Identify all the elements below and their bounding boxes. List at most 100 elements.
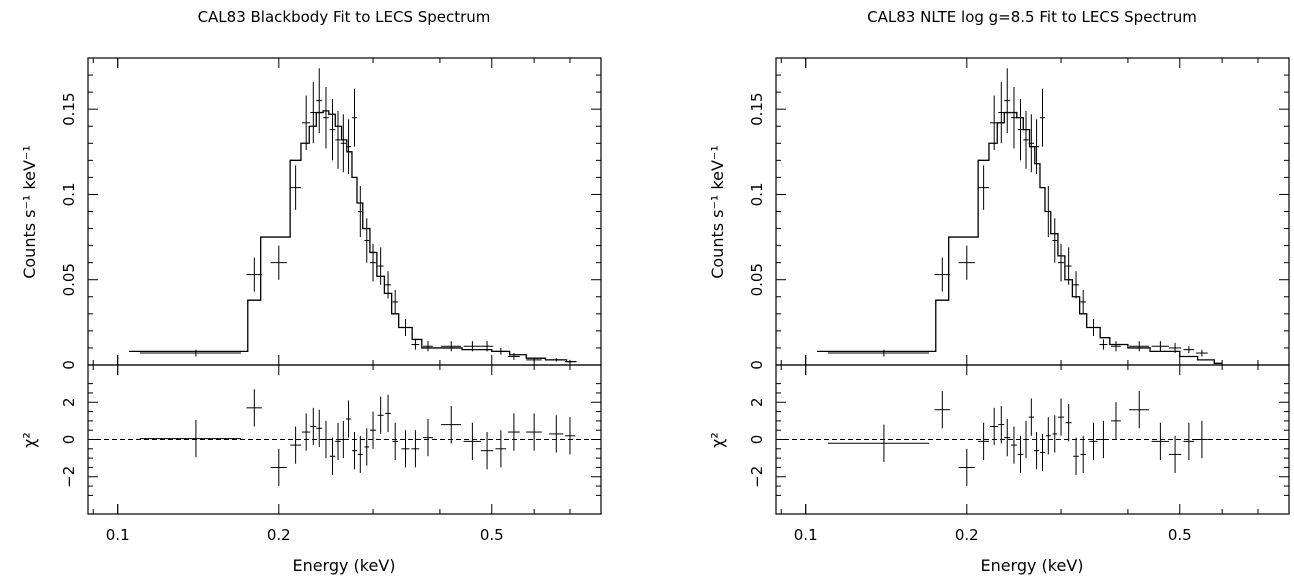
residual-point xyxy=(1011,426,1017,464)
x-tick-label: 0.1 xyxy=(794,526,818,544)
data-point xyxy=(357,185,363,238)
residual-point xyxy=(1099,420,1108,459)
x-axis-label-left: Energy (keV) xyxy=(292,556,395,575)
y-axis-label-chi2-right: χ² xyxy=(708,432,727,448)
residual-point xyxy=(392,422,398,460)
data-point xyxy=(411,339,420,350)
panel-left: CAL83 Blackbody Fit to LECS Spectrum Cou… xyxy=(20,8,602,575)
data-point xyxy=(335,110,341,169)
y-tick-label: 0 xyxy=(748,360,766,370)
data-point xyxy=(329,98,336,161)
residual-point xyxy=(1129,391,1149,429)
residual-point xyxy=(1004,419,1011,457)
data-point xyxy=(990,95,999,151)
data-point xyxy=(998,81,1005,144)
x-tick-label: 0.5 xyxy=(480,526,504,544)
residual-point xyxy=(411,430,420,468)
residual-point xyxy=(1111,402,1121,440)
residual-point xyxy=(441,405,461,444)
residual-point xyxy=(1039,433,1046,472)
residual-point xyxy=(1017,435,1024,474)
data-point xyxy=(1089,318,1098,337)
residual-point xyxy=(1089,422,1098,460)
y-tick-label: −2 xyxy=(60,466,78,488)
data-point xyxy=(270,245,287,280)
y-tick-label: 2 xyxy=(60,397,78,407)
residual-point xyxy=(345,400,352,438)
data-point xyxy=(978,165,989,210)
data-point xyxy=(549,358,564,362)
y-tick-label: 0.1 xyxy=(748,183,766,207)
panel-right: CAL83 NLTE log g=8.5 Fit to LECS Spectru… xyxy=(708,8,1290,575)
data-point xyxy=(1111,341,1121,352)
data-point xyxy=(1129,341,1149,352)
data-point xyxy=(302,95,311,151)
residual-point xyxy=(369,411,377,449)
y-axis-label-counts-left: Counts s⁻¹ keV⁻¹ xyxy=(20,145,39,279)
data-point xyxy=(441,341,461,352)
data-point xyxy=(316,68,323,134)
data-point xyxy=(1195,349,1208,357)
data-point xyxy=(507,353,520,360)
plot-area-right: 0.1 0.2 0.5 0 0.05 0.1 0.15 −2 0 2 xyxy=(748,57,1290,544)
y-tick-label: 0 xyxy=(60,360,78,370)
residual-point xyxy=(990,407,999,446)
data-point xyxy=(958,245,975,280)
data-point xyxy=(1033,119,1040,174)
residual-point xyxy=(357,435,363,474)
chart-title-left: CAL83 Blackbody Fit to LECS Spectrum xyxy=(198,8,491,26)
data-point xyxy=(351,88,358,147)
data-point xyxy=(1065,247,1072,285)
residual-point xyxy=(564,417,575,455)
residual-point xyxy=(1028,398,1034,436)
residual-point xyxy=(335,422,341,460)
data-point xyxy=(1099,339,1108,350)
residual-point xyxy=(480,432,494,470)
data-point xyxy=(1168,342,1182,354)
residual-point xyxy=(526,413,542,451)
residual-point xyxy=(978,422,989,460)
x-tick-label: 0.2 xyxy=(267,526,291,544)
data-point xyxy=(1151,341,1169,352)
data-point xyxy=(364,218,370,263)
data-point xyxy=(526,358,542,362)
data-point xyxy=(1057,243,1065,282)
data-point xyxy=(480,341,494,352)
residual-point xyxy=(377,396,384,434)
chart-title-right: CAL83 NLTE log g=8.5 Fit to LECS Spectru… xyxy=(867,8,1197,26)
data-point xyxy=(1045,185,1051,238)
model-step-line xyxy=(129,110,577,363)
data-point xyxy=(827,349,930,357)
residual-point xyxy=(1023,420,1029,459)
data-point xyxy=(423,341,433,352)
residual-point xyxy=(1065,404,1072,442)
residual-point xyxy=(270,448,287,487)
y-tick-label: 0 xyxy=(748,435,766,445)
data-point xyxy=(310,81,317,144)
y-tick-label: 0 xyxy=(60,435,78,445)
y-tick-label: 0.1 xyxy=(60,183,78,207)
data-point xyxy=(1011,86,1017,149)
data-point xyxy=(934,257,950,292)
data-point xyxy=(1080,289,1086,314)
residual-point xyxy=(549,415,564,453)
residual-point xyxy=(351,432,358,470)
data-point xyxy=(564,359,575,364)
residual-point xyxy=(364,428,370,466)
data-point xyxy=(139,349,242,357)
residual-point xyxy=(323,420,329,459)
residual-point xyxy=(1151,422,1169,460)
residual-point xyxy=(507,413,520,451)
data-point xyxy=(290,165,301,210)
residual-point xyxy=(1073,437,1079,475)
data-point xyxy=(495,347,507,355)
data-point xyxy=(401,318,410,337)
data-point xyxy=(392,289,398,314)
data-point xyxy=(345,119,352,174)
data-point xyxy=(1004,68,1011,134)
data-point xyxy=(1073,271,1079,299)
residual-point xyxy=(1183,422,1195,460)
residual-point xyxy=(495,430,507,468)
